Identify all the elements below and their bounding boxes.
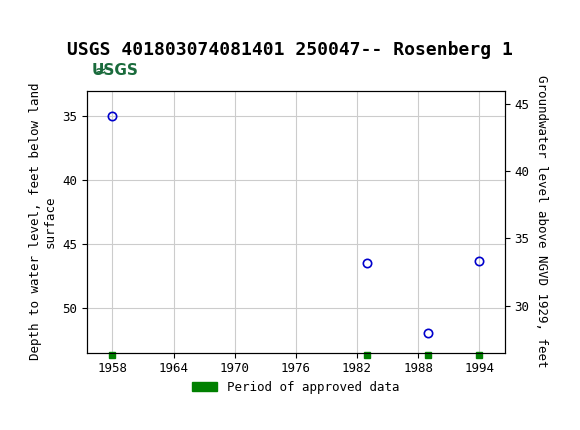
Y-axis label: Depth to water level, feet below land
surface: Depth to water level, feet below land su… [29,83,57,360]
Text: USGS 401803074081401 250047-- Rosenberg 1: USGS 401803074081401 250047-- Rosenberg … [67,41,513,59]
Legend: Period of approved data: Period of approved data [187,376,405,399]
Y-axis label: Groundwater level above NGVD 1929, feet: Groundwater level above NGVD 1929, feet [535,75,548,368]
Bar [91,55,139,88]
Text: USGS: USGS [92,63,139,78]
Text: ≈: ≈ [95,63,106,77]
